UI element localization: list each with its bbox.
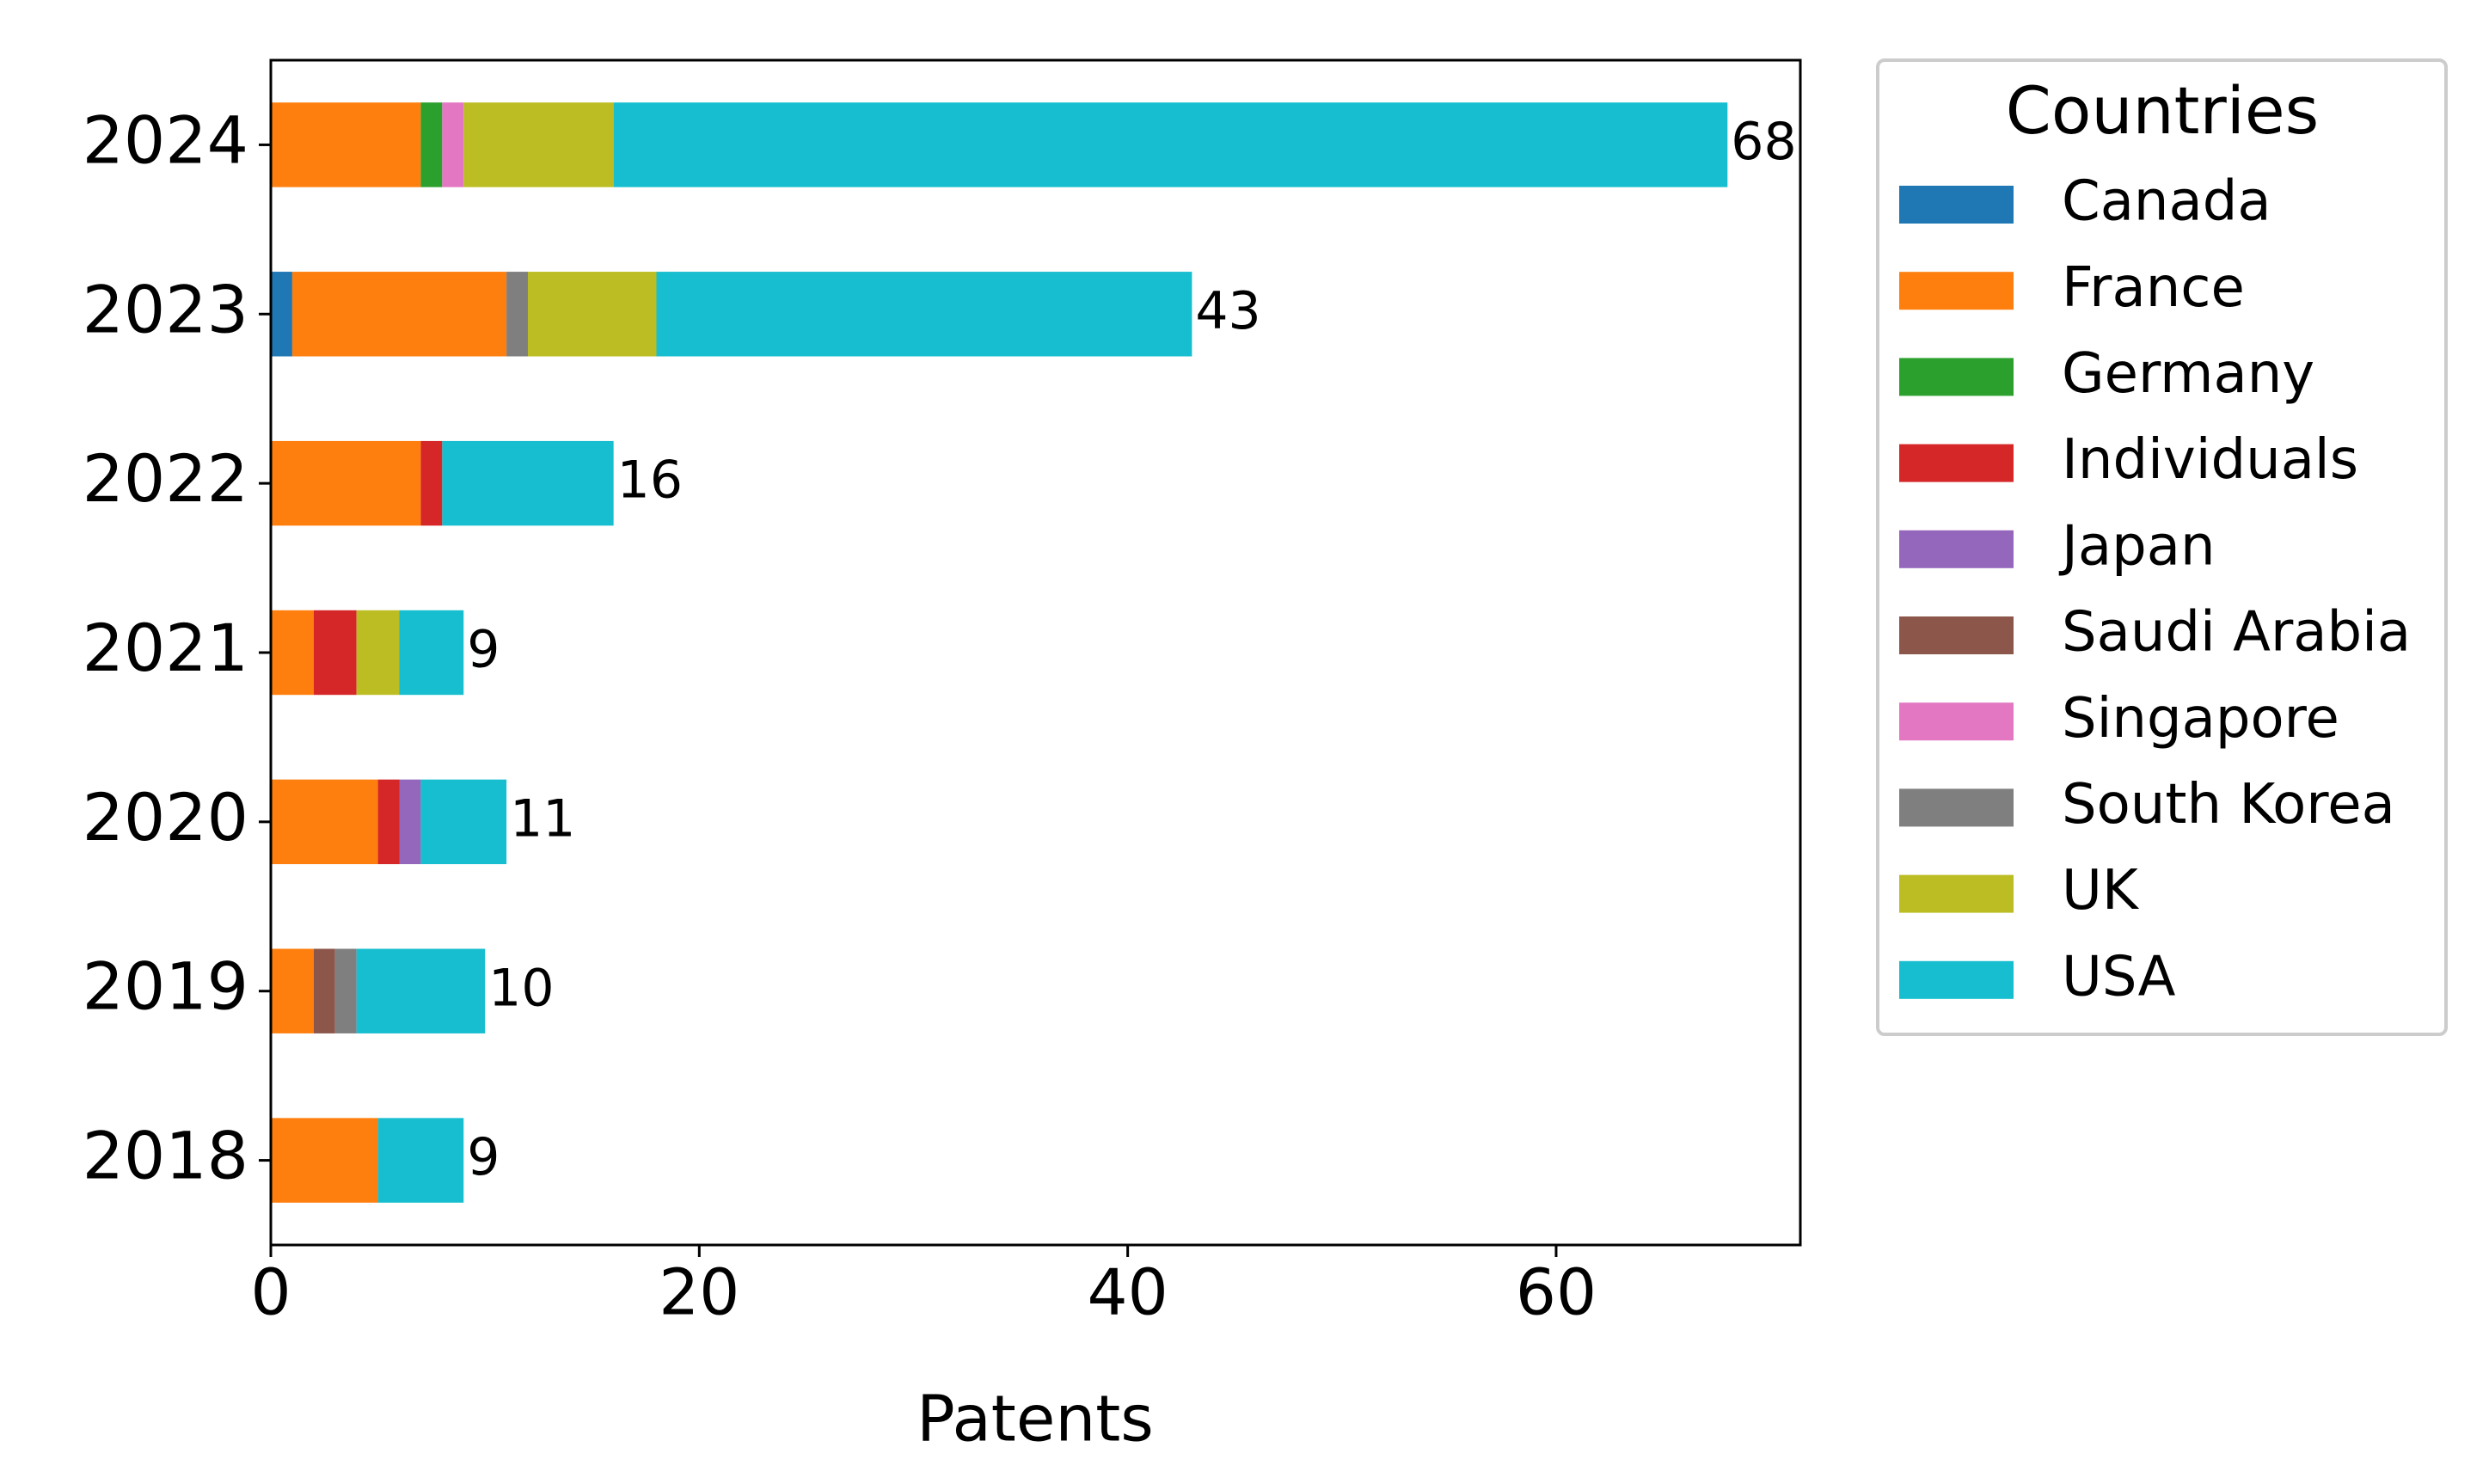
bar-segment xyxy=(271,1118,378,1203)
total-label: 16 xyxy=(617,451,683,511)
bar-segment xyxy=(313,610,357,696)
legend-swatch xyxy=(1899,530,2014,568)
y-tick-label: 2018 xyxy=(83,1118,248,1194)
legend-swatch xyxy=(1899,616,2014,654)
bar-segment xyxy=(271,779,378,865)
total-label: 9 xyxy=(467,1127,500,1187)
x-axis-label: Patents xyxy=(917,1383,1154,1456)
bar-segment xyxy=(271,102,421,187)
total-label: 10 xyxy=(488,958,554,1018)
y-tick-label: 2023 xyxy=(83,271,248,347)
legend-box xyxy=(1876,58,2448,1036)
bar-segment xyxy=(420,102,443,187)
legend-label: Saudi Arabia xyxy=(2062,601,2411,665)
bar-segment xyxy=(313,948,335,1033)
bar-segment xyxy=(291,272,507,357)
legend-label: USA xyxy=(2062,945,2176,1009)
x-tick-label: 40 xyxy=(1088,1256,1168,1330)
bar-segment xyxy=(377,779,400,865)
legend-swatch xyxy=(1899,186,2014,224)
bar-segment xyxy=(271,272,292,357)
legend-title: Countries xyxy=(2006,72,2319,149)
legend-label: South Korea xyxy=(2062,773,2395,837)
x-tick-label: 60 xyxy=(1516,1256,1597,1330)
bar-segment xyxy=(377,1118,464,1203)
total-label: 11 xyxy=(510,788,575,849)
legend-swatch xyxy=(1899,788,2014,827)
legend-label: Canada xyxy=(2062,170,2271,234)
bar-segment xyxy=(356,610,400,696)
bar-segment xyxy=(356,948,486,1033)
legend-swatch xyxy=(1899,272,2014,310)
bar-segment xyxy=(399,610,464,696)
y-tick-label: 2020 xyxy=(83,779,248,855)
y-tick-label: 2019 xyxy=(83,948,248,1025)
bar-segment xyxy=(527,272,657,357)
total-label: 9 xyxy=(467,620,500,680)
bar-segment xyxy=(420,779,507,865)
bar-segment xyxy=(271,610,314,696)
bar-segment xyxy=(656,272,1192,357)
total-label: 68 xyxy=(1731,112,1796,172)
y-tick-label: 2022 xyxy=(83,440,248,517)
plot-frame xyxy=(269,58,1802,1247)
bar-segment xyxy=(506,272,528,357)
legend-swatch xyxy=(1899,960,2014,999)
bar-segment xyxy=(442,440,614,526)
legend-label: Germany xyxy=(2062,342,2314,406)
legend-swatch xyxy=(1899,874,2014,913)
bar-segment xyxy=(271,440,421,526)
y-tick-label: 2024 xyxy=(83,101,248,178)
bar-segment xyxy=(613,102,1728,187)
legend-label: Japan xyxy=(2058,514,2216,578)
legend-label: France xyxy=(2062,256,2245,320)
bar-segment xyxy=(442,102,464,187)
legend-swatch xyxy=(1899,702,2014,741)
bar-segment xyxy=(271,948,314,1033)
x-tick-label: 0 xyxy=(250,1256,291,1330)
total-label: 43 xyxy=(1195,281,1260,341)
legend-swatch xyxy=(1899,444,2014,482)
bar-segment xyxy=(420,440,443,526)
legend-label: Individuals xyxy=(2062,428,2358,492)
bar-segment xyxy=(399,779,421,865)
bar-segment xyxy=(334,948,357,1033)
legend-label: UK xyxy=(2062,859,2140,923)
y-tick-label: 2021 xyxy=(83,610,248,686)
legend-label: Singapore xyxy=(2062,687,2339,751)
bar-segment xyxy=(463,102,614,187)
x-tick-label: 20 xyxy=(659,1256,739,1330)
legend-swatch xyxy=(1899,358,2014,396)
